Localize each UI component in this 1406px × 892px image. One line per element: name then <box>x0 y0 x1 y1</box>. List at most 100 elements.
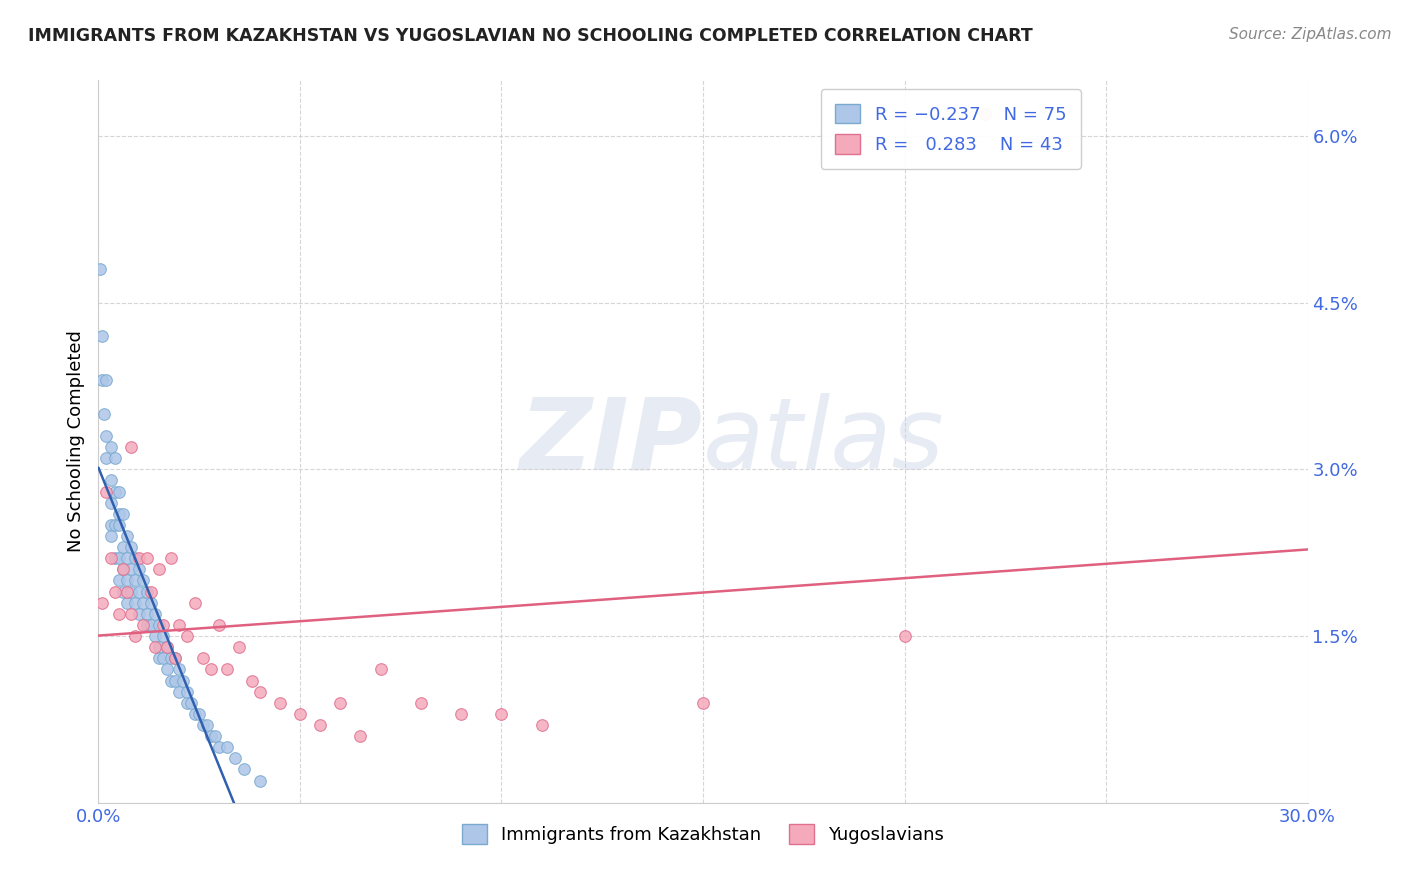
Point <box>200 729 222 743</box>
Point <box>111 540 134 554</box>
Point <box>329 696 352 710</box>
Point <box>156 662 179 676</box>
Point <box>195 718 218 732</box>
Point <box>139 584 162 599</box>
Point <box>249 684 271 698</box>
Point <box>208 618 231 632</box>
Y-axis label: No Schooling Completed: No Schooling Completed <box>66 331 84 552</box>
Point <box>228 640 250 655</box>
Point <box>160 651 183 665</box>
Point <box>184 596 207 610</box>
Point <box>491 706 513 721</box>
Point <box>163 651 186 665</box>
Point <box>120 540 142 554</box>
Point <box>370 662 392 676</box>
Point <box>160 673 183 688</box>
Point <box>128 562 150 576</box>
Point <box>128 584 150 599</box>
Point <box>100 496 122 510</box>
Point <box>148 562 170 576</box>
Point <box>148 640 170 655</box>
Point <box>167 662 190 676</box>
Point <box>135 551 157 566</box>
Point <box>91 329 114 343</box>
Point <box>240 673 263 688</box>
Text: IMMIGRANTS FROM KAZAKHSTAN VS YUGOSLAVIAN NO SCHOOLING COMPLETED CORRELATION CHA: IMMIGRANTS FROM KAZAKHSTAN VS YUGOSLAVIA… <box>28 27 1033 45</box>
Point <box>269 696 291 710</box>
Point <box>100 517 122 532</box>
Point <box>115 584 138 599</box>
Point <box>309 718 332 732</box>
Point <box>176 684 198 698</box>
Point <box>204 729 226 743</box>
Point <box>208 740 231 755</box>
Point <box>96 451 118 466</box>
Point <box>96 373 118 387</box>
Point <box>160 551 183 566</box>
Point <box>152 618 174 632</box>
Point <box>249 773 271 788</box>
Point <box>288 706 311 721</box>
Point <box>893 629 915 643</box>
Point <box>224 751 246 765</box>
Point <box>111 507 134 521</box>
Point <box>100 440 122 454</box>
Point <box>103 517 125 532</box>
Point <box>530 718 553 732</box>
Point <box>107 607 129 621</box>
Point <box>89 262 111 277</box>
Point <box>91 373 114 387</box>
Point <box>156 640 179 655</box>
Point <box>180 696 202 710</box>
Point <box>111 562 134 576</box>
Point <box>124 596 146 610</box>
Point <box>107 507 129 521</box>
Point <box>107 551 129 566</box>
Point <box>135 607 157 621</box>
Point <box>232 763 254 777</box>
Point <box>103 451 125 466</box>
Point <box>132 574 155 588</box>
Point <box>349 729 371 743</box>
Point <box>193 651 215 665</box>
Point <box>132 596 155 610</box>
Point <box>107 517 129 532</box>
Point <box>124 574 146 588</box>
Point <box>163 673 186 688</box>
Point <box>107 484 129 499</box>
Point <box>100 529 122 543</box>
Point <box>96 429 118 443</box>
Point <box>103 551 125 566</box>
Point <box>135 618 157 632</box>
Point <box>143 629 166 643</box>
Point <box>93 407 115 421</box>
Point <box>974 106 997 120</box>
Point <box>120 562 142 576</box>
Point <box>100 551 122 566</box>
Point <box>143 607 166 621</box>
Point <box>96 484 118 499</box>
Point <box>450 706 472 721</box>
Point <box>139 596 162 610</box>
Text: Source: ZipAtlas.com: Source: ZipAtlas.com <box>1229 27 1392 42</box>
Point <box>167 618 190 632</box>
Point <box>111 584 134 599</box>
Point <box>120 440 142 454</box>
Point <box>132 618 155 632</box>
Point <box>193 718 215 732</box>
Point <box>91 596 114 610</box>
Point <box>128 551 150 566</box>
Point <box>176 696 198 710</box>
Point <box>188 706 211 721</box>
Point <box>143 640 166 655</box>
Point <box>148 618 170 632</box>
Point <box>100 474 122 488</box>
Legend: Immigrants from Kazakhstan, Yugoslavians: Immigrants from Kazakhstan, Yugoslavians <box>447 810 959 859</box>
Point <box>163 651 186 665</box>
Point <box>176 629 198 643</box>
Point <box>409 696 432 710</box>
Text: atlas: atlas <box>703 393 945 490</box>
Point <box>692 696 714 710</box>
Point <box>115 529 138 543</box>
Point <box>172 673 194 688</box>
